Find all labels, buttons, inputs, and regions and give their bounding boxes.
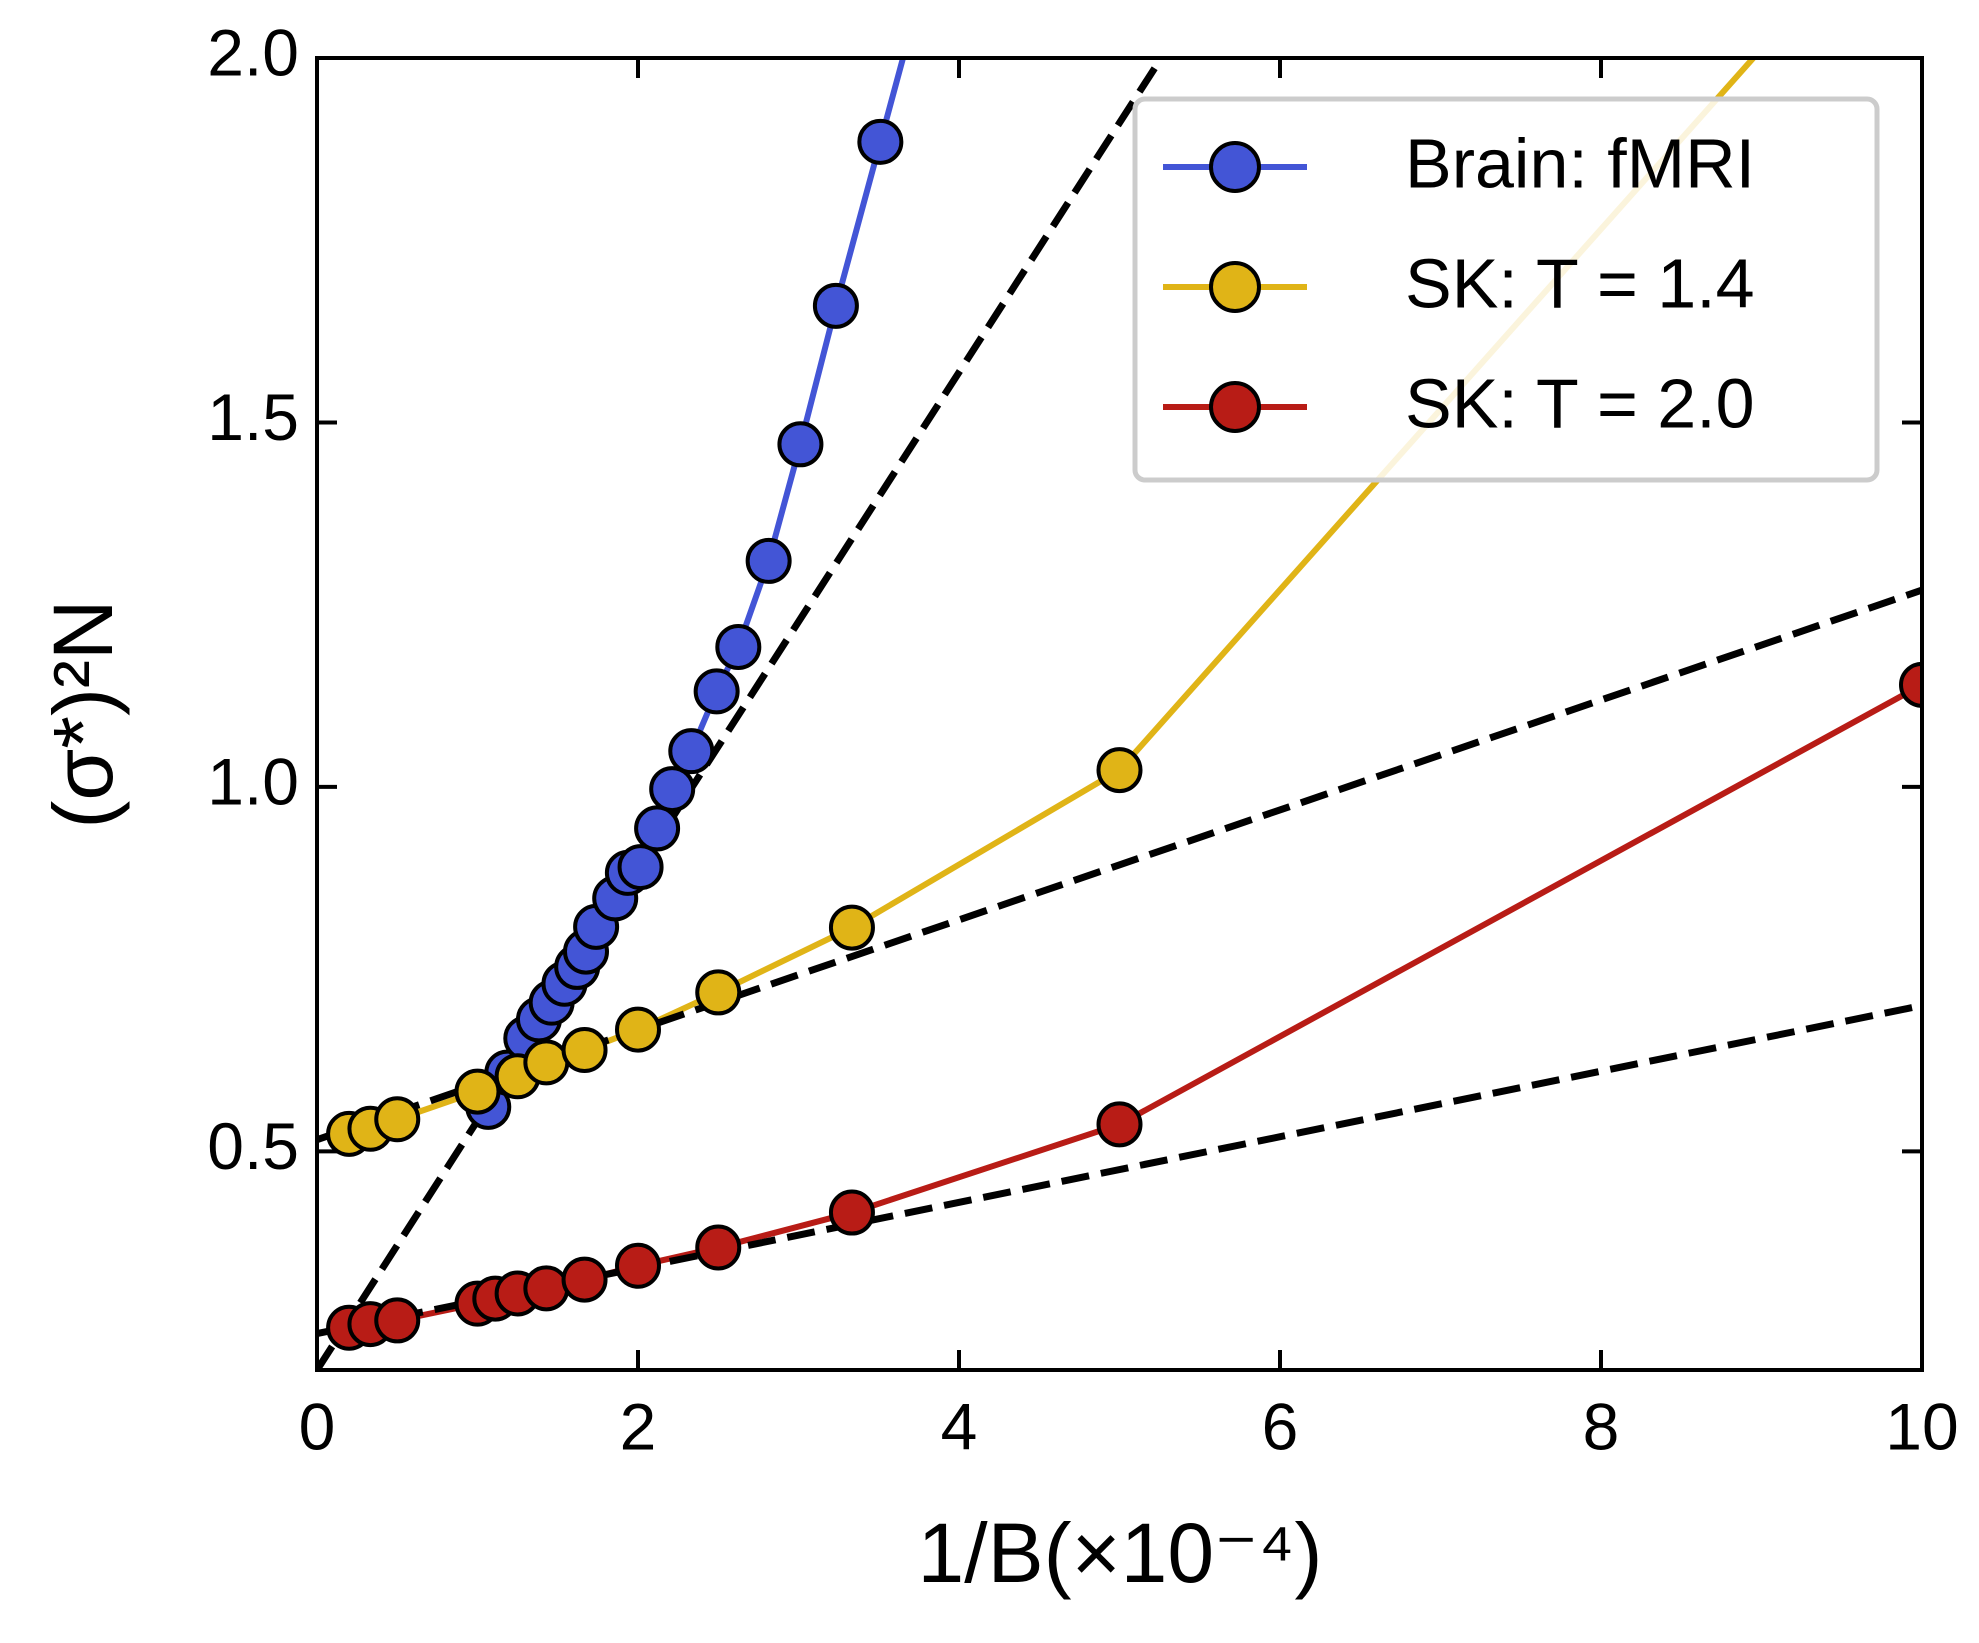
y-tick-label: 2.0 bbox=[207, 15, 299, 89]
fit-line bbox=[317, 58, 1165, 1370]
marker bbox=[561, 1256, 608, 1303]
marker bbox=[777, 421, 824, 468]
marker bbox=[523, 1265, 570, 1312]
plot-frame bbox=[315, 56, 1924, 1372]
legend-marker bbox=[1209, 141, 1261, 193]
marker bbox=[374, 1297, 421, 1344]
marker bbox=[1096, 1101, 1143, 1148]
fit-line bbox=[317, 1002, 1922, 1337]
marker bbox=[617, 844, 664, 891]
y-axis-label: (σ*)²N bbox=[36, 599, 130, 828]
legend-label: SK: T = 2.0 bbox=[1405, 364, 1755, 442]
y-tick-label: 1.5 bbox=[207, 380, 299, 454]
plot-area bbox=[317, 58, 1922, 1370]
x-axis-label: 1/B(×10⁻⁴) bbox=[918, 1506, 1323, 1600]
x-tick-label: 8 bbox=[1583, 1389, 1620, 1463]
x-tick-label: 0 bbox=[299, 1389, 336, 1463]
x-tick-label: 2 bbox=[620, 1389, 657, 1463]
legend-marker bbox=[1209, 381, 1261, 433]
legend-label: Brain: fMRI bbox=[1405, 124, 1755, 202]
marker bbox=[828, 904, 875, 951]
y-tick-label: 0.5 bbox=[207, 1109, 299, 1183]
legend-label: SK: T = 1.4 bbox=[1405, 244, 1755, 322]
marker bbox=[615, 1242, 661, 1289]
x-tick-label: 4 bbox=[941, 1389, 978, 1463]
x-tick-label: 6 bbox=[1262, 1389, 1299, 1463]
marker bbox=[715, 623, 762, 670]
marker bbox=[1096, 747, 1143, 794]
marker bbox=[693, 668, 740, 715]
marker bbox=[615, 1006, 661, 1053]
marker bbox=[634, 805, 681, 852]
marker bbox=[857, 118, 904, 165]
marker bbox=[523, 1039, 570, 1086]
marker bbox=[561, 1027, 608, 1074]
marker bbox=[454, 1068, 501, 1115]
y-tick-label: 1.0 bbox=[207, 744, 299, 818]
legend-marker bbox=[1209, 261, 1261, 313]
marker bbox=[828, 1189, 875, 1236]
legend-box bbox=[1132, 96, 1880, 483]
marker bbox=[695, 969, 742, 1016]
marker bbox=[649, 766, 696, 813]
x-tick-label: 10 bbox=[1885, 1389, 1958, 1463]
marker bbox=[1899, 661, 1922, 708]
marker bbox=[695, 1224, 742, 1271]
marker bbox=[374, 1096, 421, 1143]
marker bbox=[668, 728, 715, 775]
marker bbox=[812, 282, 859, 329]
marker bbox=[745, 537, 792, 584]
